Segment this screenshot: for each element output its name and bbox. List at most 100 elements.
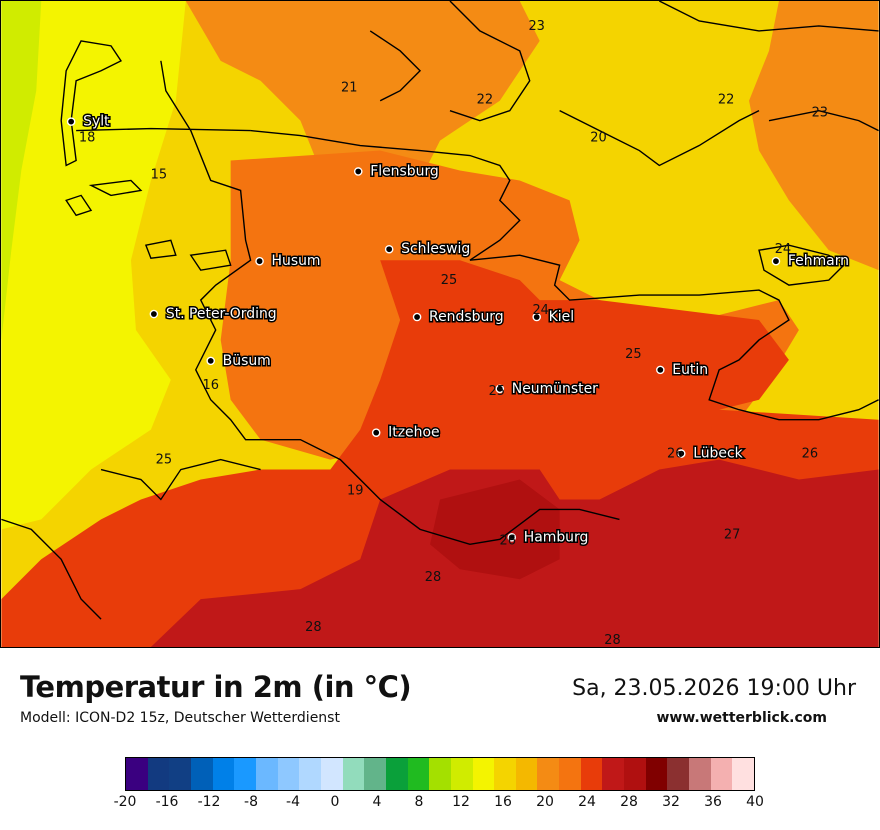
isoline-label: 22: [718, 93, 734, 108]
legend-tick-label: 0: [330, 794, 340, 810]
isoline-label-layer: 23 21 22 22 23 20 18 15 24 25 24 25 16 25 25 26 19 26 27 26…: [79, 19, 828, 647]
website-link[interactable]: www.wetterblick.com: [656, 710, 828, 726]
city-label-schleswig: Schleswig: [401, 241, 470, 257]
legend-tick-label: -20: [113, 794, 137, 810]
legend-swatch: [689, 758, 711, 790]
legend-swatch: [559, 758, 581, 790]
city-label-sylt: Sylt: [83, 114, 110, 130]
coastline-fehmarn: [758, 244, 845, 286]
city-marker-husum: [255, 256, 264, 266]
legend-swatch: [515, 758, 538, 790]
coastline-north-islands: [369, 1, 531, 122]
legend-swatch: [710, 758, 733, 790]
isoline-label: 25: [441, 273, 457, 288]
isoline-label: 23: [528, 19, 544, 34]
isoline-label: 23: [812, 106, 828, 121]
coastline-kiel-bay: [469, 254, 879, 421]
city-marker-kiel: [532, 312, 541, 322]
legend-swatch: [169, 758, 191, 790]
isoline-label: 19: [347, 483, 363, 498]
legend-tick-label: -4: [286, 794, 300, 810]
isoline-label: 25: [489, 384, 505, 399]
city-label-neumuenster: Neumünster: [512, 381, 598, 397]
legend-swatch: [580, 758, 603, 790]
temperature-map: Sylt Flensburg Husum Schleswig Fehmarn St. Pe…: [0, 0, 880, 648]
coastline-flensburg-fjord: [250, 129, 521, 261]
legend-swatch: [732, 758, 755, 790]
city-marker-eutin: [656, 365, 665, 375]
city-label-itzehoe: Itzehoe: [388, 425, 439, 441]
legend-swatch: [472, 758, 495, 790]
city-marker-sylt: [66, 117, 76, 126]
legend-swatch: [645, 758, 668, 790]
city-marker-buesum: [206, 356, 215, 366]
legend-tick-label: -8: [244, 794, 258, 810]
city-label-st-peter-ording: St. Peter-Ording: [166, 306, 277, 322]
isoline-label: 26: [667, 447, 683, 462]
legend-tick-label: -16: [155, 794, 179, 810]
legend-tick-label: 32: [662, 794, 680, 810]
city-marker-st-peter-ording: [149, 309, 159, 319]
city-label-luebeck: Lübeck: [693, 446, 743, 462]
isoline-label: 25: [625, 347, 641, 362]
field-northeast-orange: [749, 1, 879, 271]
isoline-label: 24: [532, 303, 548, 318]
isoline-label: 20: [590, 131, 606, 146]
isoline-label: 22: [477, 93, 493, 108]
legend-swatch: [320, 758, 343, 790]
legend-tick-label: 40: [746, 794, 764, 810]
legend-swatch: [494, 758, 516, 790]
isoline-label: 28: [305, 620, 321, 635]
legend-swatch: [667, 758, 690, 790]
coastline-foehr-amrum: [65, 179, 232, 271]
legend-tick-label: -12: [197, 794, 221, 810]
coastline-danish-islands: [559, 1, 879, 167]
legend-tick-label: 20: [536, 794, 554, 810]
field-west-coldest: [1, 1, 42, 340]
map-canvas: Sylt Flensburg Husum Schleswig Fehmarn St. Pe…: [1, 1, 879, 647]
legend-tick-label: 28: [620, 794, 638, 810]
legend-swatch: [407, 758, 430, 790]
legend-swatch: [277, 758, 300, 790]
isoline-label: 28: [604, 633, 620, 647]
color-legend: [125, 757, 755, 791]
field-north-orange: [185, 1, 540, 201]
legend-swatch: [147, 758, 170, 790]
legend-tick-label: 4: [372, 794, 382, 810]
legend-swatch: [212, 758, 235, 790]
legend-swatch: [385, 758, 408, 790]
coastline-elbe: [1, 458, 261, 620]
isoline-label: 28: [425, 570, 441, 585]
legend-swatch: [299, 758, 321, 790]
isoline-label: 26: [802, 447, 818, 462]
city-label-hamburg: Hamburg: [524, 529, 589, 545]
legend-swatch: [234, 758, 256, 790]
legend-swatch: [602, 758, 625, 790]
city-label-rendsburg: Rendsburg: [429, 309, 504, 325]
isoline-label: 18: [79, 131, 95, 146]
city-label-buesum: Büsum: [223, 353, 271, 369]
city-marker-luebeck: [676, 449, 686, 458]
legend-swatch: [255, 758, 278, 790]
legend-tick-label: 24: [578, 794, 596, 810]
city-marker-flensburg: [353, 167, 363, 176]
forecast-datetime: Sa, 23.05.2026 19:00 Uhr: [572, 676, 856, 701]
city-label-husum: Husum: [272, 253, 321, 269]
legend-swatch: [537, 758, 560, 790]
legend-swatch: [364, 758, 386, 790]
isoline-label: 16: [202, 378, 218, 393]
city-marker-hamburg: [507, 533, 517, 542]
isoline-label: 25: [156, 453, 172, 468]
city-marker-neumuenster: [495, 384, 505, 394]
legend-tick-label: 12: [452, 794, 470, 810]
city-label-fehmarn: Fehmarn: [788, 253, 849, 269]
city-marker-rendsburg: [412, 312, 422, 322]
legend-tick-label: 8: [414, 794, 424, 810]
legend-swatch: [450, 758, 473, 790]
footer: Temperatur in 2m (in °C) Modell: ICON-D2…: [0, 648, 880, 830]
legend-swatch: [126, 758, 148, 790]
map-title: Temperatur in 2m (in °C): [20, 670, 412, 704]
city-label-eutin: Eutin: [672, 362, 708, 378]
legend-ticks: -20 -16 -12 -8 -4 0 4 8 12 16 20 24 28 32 36 40: [114, 794, 764, 814]
city-marker-fehmarn: [771, 256, 781, 266]
